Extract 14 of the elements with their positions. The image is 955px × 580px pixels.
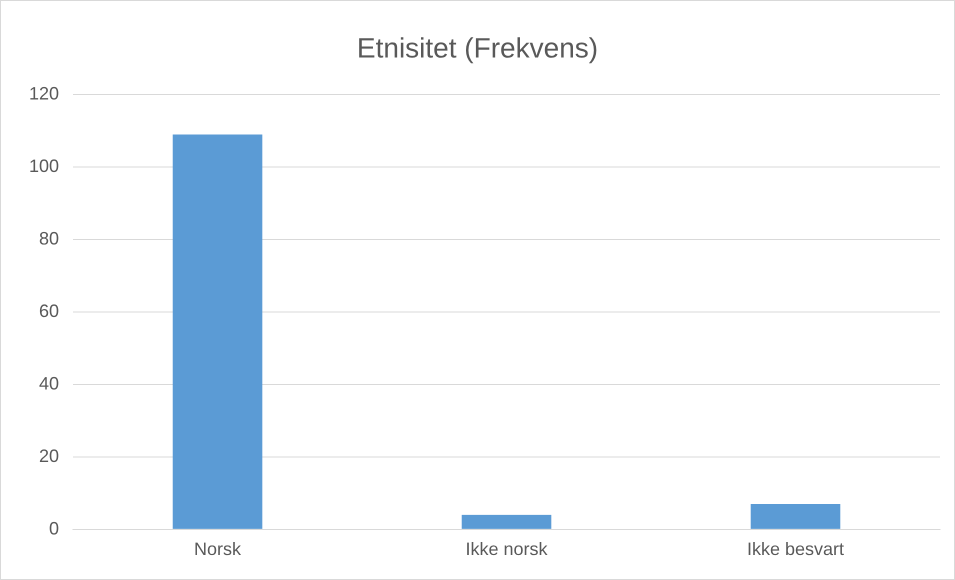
y-tick-label: 40	[39, 373, 60, 394]
bar	[462, 514, 552, 529]
bar	[750, 504, 840, 529]
y-tick-label: 120	[28, 84, 60, 104]
y-tick-label: 60	[39, 300, 60, 321]
x-tick-label: Ikke norsk	[466, 539, 549, 560]
chart-title: Etnisitet (Frekvens)	[356, 32, 598, 64]
y-tick-label: 0	[49, 518, 60, 538]
y-tick-label: 20	[39, 446, 60, 466]
y-tick-label: 100	[28, 156, 60, 176]
bar	[172, 134, 262, 529]
x-tick-label: Ikke besvart	[746, 539, 844, 560]
x-tick-label: Norsk	[194, 539, 242, 560]
y-tick-label: 80	[39, 228, 60, 248]
